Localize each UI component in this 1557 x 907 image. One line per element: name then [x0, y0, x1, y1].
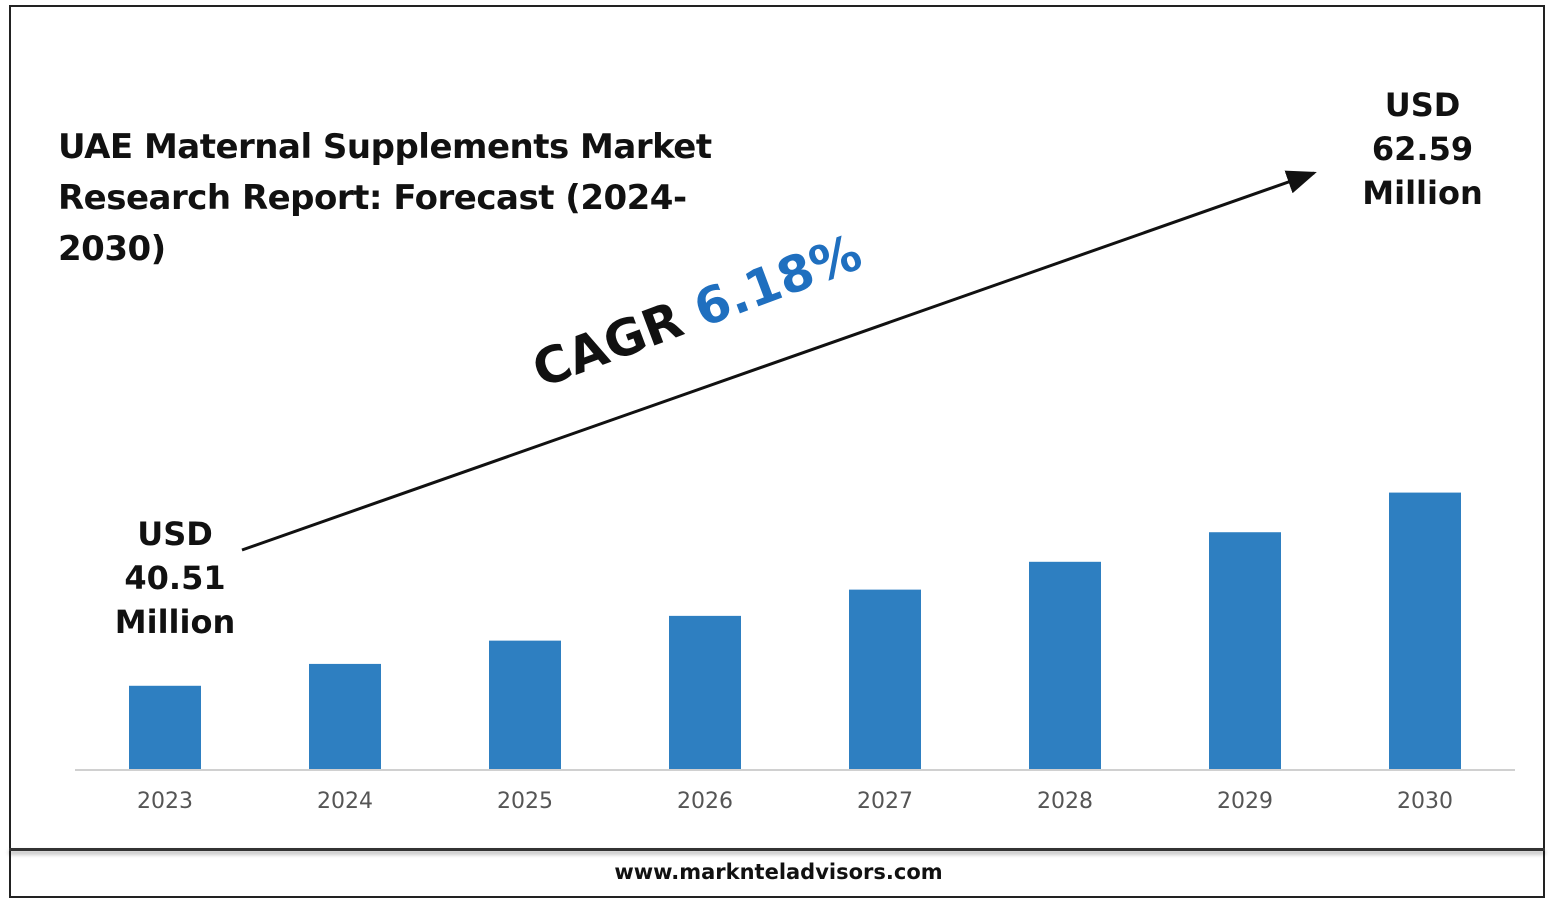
footer-divider	[9, 848, 1545, 851]
bar-2027	[849, 589, 921, 769]
x-tick-label-2028: 2028	[1037, 789, 1093, 814]
bar-2026	[669, 615, 741, 769]
x-tick-label-2026: 2026	[677, 789, 733, 814]
x-tick-label-2025: 2025	[497, 789, 553, 814]
x-tick-label-2024: 2024	[317, 789, 373, 814]
start-value-number: 40.51	[124, 559, 226, 597]
bar-2024	[309, 663, 381, 769]
chart-frame	[9, 5, 1545, 898]
end-value-number: 62.59	[1371, 130, 1474, 168]
footer-website[interactable]: www.marknteladvisors.com	[614, 860, 943, 884]
x-tick-label-2029: 2029	[1217, 789, 1273, 814]
end-value-callout: USD 62.59 Million	[1340, 83, 1505, 215]
bar-2028	[1029, 561, 1101, 769]
bar-2029	[1209, 532, 1281, 769]
start-value-callout: USD 40.51 Million	[95, 512, 255, 644]
start-value-currency: USD	[137, 515, 213, 553]
x-tick-label-2027: 2027	[857, 789, 913, 814]
bar-2025	[489, 640, 561, 769]
end-value-unit: Million	[1362, 174, 1483, 212]
end-value-currency: USD	[1384, 86, 1461, 124]
bar-2023	[129, 685, 201, 769]
x-tick-label-2030: 2030	[1397, 789, 1453, 814]
chart-title: UAE Maternal Supplements Market Research…	[58, 127, 712, 269]
bars-group	[129, 492, 1461, 769]
x-tick-labels: 2023 2024 2025 2026 2027 2028 2029 2030	[137, 789, 1453, 814]
start-value-unit: Million	[114, 603, 236, 641]
bar-2030	[1389, 492, 1461, 769]
x-tick-label-2023: 2023	[137, 789, 193, 814]
cagr-trend-arrow	[241, 170, 1317, 552]
